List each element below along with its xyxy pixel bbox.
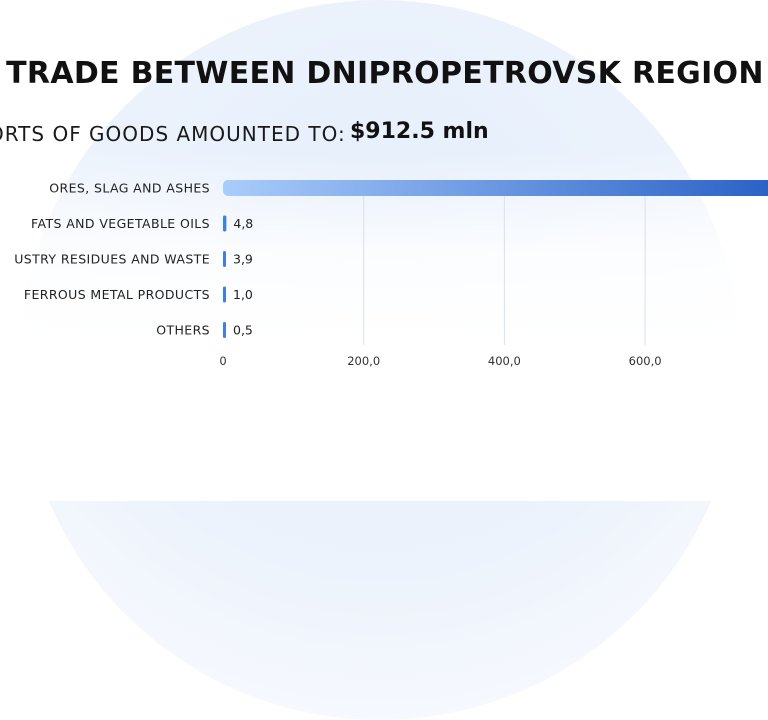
bar [223, 286, 226, 303]
page-title: N TRADE BETWEEN DNIPROPETROVSK REGION A [0, 56, 768, 91]
background-fade [0, 150, 768, 501]
bar-chart: 0 200,0 400,0 600,0 ORES, SLAG AND ASHES FATS… [14, 180, 768, 369]
x-tick-label: 0 [219, 354, 226, 368]
exports-subtitle: ORTS OF GOODS AMOUNTED TO: [0, 122, 346, 146]
bar [223, 180, 768, 196]
bar [223, 251, 226, 267]
category-label: FERROUS METAL PRODUCTS [24, 287, 210, 302]
category-label: USTRY RESIDUES AND WASTE [14, 252, 210, 267]
x-tick-label: 600,0 [629, 354, 662, 368]
value-label: 4,8 [233, 216, 253, 231]
category-label: ORES, SLAG AND ASHES [49, 181, 210, 196]
labels: 0 200,0 400,0 600,0 ORES, SLAG AND ASHES FATS… [14, 181, 661, 369]
category-label: FATS AND VEGETABLE OILS [31, 216, 210, 231]
value-label: 1,0 [233, 287, 253, 302]
category-label: OTHERS [156, 323, 210, 338]
exports-total: $912.5 mln [350, 119, 489, 144]
x-tick-label: 400,0 [488, 354, 521, 368]
grid-lines [363, 180, 646, 345]
value-label: 3,9 [233, 252, 253, 267]
bar [223, 322, 226, 338]
x-tick-label: 200,0 [347, 354, 380, 368]
bar [223, 215, 227, 232]
value-label: 0,5 [233, 323, 253, 338]
bars [223, 180, 768, 338]
